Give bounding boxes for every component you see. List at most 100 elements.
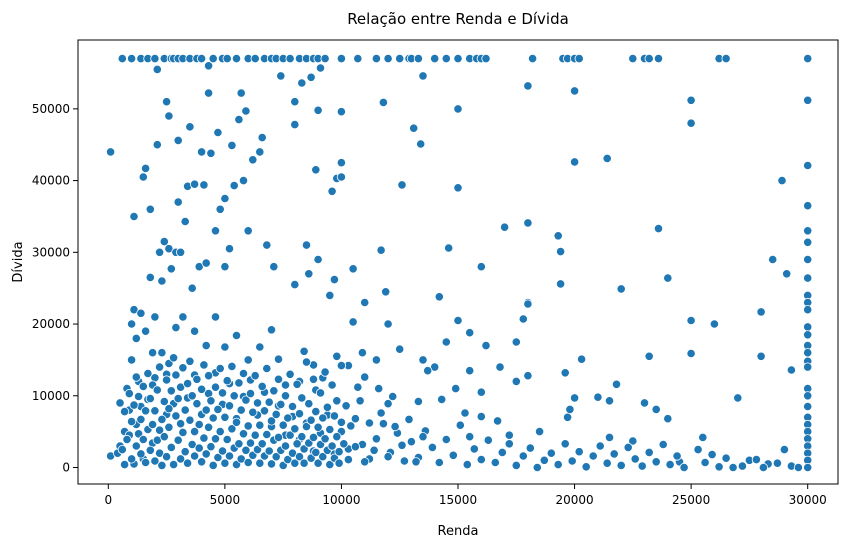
data-point: [413, 53, 423, 64]
data-point: [285, 369, 295, 379]
data-point: [630, 454, 640, 464]
data-point: [441, 53, 451, 64]
data-point: [208, 53, 218, 64]
data-point: [150, 53, 160, 64]
data-point: [700, 457, 710, 468]
data-point: [336, 107, 346, 117]
data-point: [569, 157, 580, 167]
data-point: [453, 104, 463, 114]
chart-title: Relação entre Renda e Dívida: [347, 10, 569, 28]
y-tick-label: 50000: [32, 102, 70, 116]
data-point: [334, 458, 344, 468]
data-point: [234, 115, 244, 125]
x-tick-label: 10000: [322, 493, 360, 507]
data-point: [388, 391, 398, 402]
data-point: [406, 437, 416, 447]
data-point: [255, 342, 265, 352]
data-point: [241, 106, 251, 116]
data-point: [157, 414, 167, 424]
data-point: [164, 111, 174, 121]
data-point: [313, 458, 323, 468]
data-point: [339, 439, 349, 449]
data-point: [686, 315, 696, 326]
data-point: [250, 430, 260, 440]
data-point: [574, 447, 584, 457]
data-point: [803, 226, 813, 236]
data-point: [120, 459, 130, 470]
data-point: [639, 398, 650, 408]
data-point: [255, 458, 265, 468]
data-point: [152, 385, 162, 395]
data-point: [383, 399, 393, 409]
data-point: [278, 420, 288, 430]
data-point: [131, 333, 141, 343]
data-points: [106, 53, 813, 473]
data-point: [574, 53, 584, 64]
data-point: [698, 432, 708, 442]
data-point: [238, 429, 249, 439]
data-point: [271, 409, 281, 419]
data-point: [779, 444, 790, 455]
data-point: [127, 355, 137, 365]
data-point: [453, 315, 463, 326]
data-point: [611, 379, 622, 389]
data-point: [201, 405, 211, 415]
data-point: [173, 135, 183, 145]
data-point: [199, 180, 209, 190]
data-point: [567, 456, 577, 466]
data-point: [325, 424, 335, 435]
data-point: [658, 439, 668, 450]
data-point: [176, 247, 186, 257]
data-point: [304, 269, 314, 279]
data-point: [292, 379, 302, 389]
data-point: [332, 396, 342, 406]
data-point: [602, 153, 612, 163]
data-point: [157, 276, 167, 286]
data-point: [138, 434, 148, 445]
data-point: [371, 355, 381, 365]
data-point: [180, 405, 190, 415]
data-point: [348, 317, 358, 327]
data-point: [269, 262, 279, 272]
data-point: [357, 348, 367, 358]
y-tick-label: 20000: [32, 317, 70, 331]
data-point: [199, 360, 209, 370]
data-point: [162, 452, 172, 462]
data-point: [476, 387, 486, 397]
data-point: [148, 419, 158, 430]
data-point: [220, 458, 230, 468]
data-point: [180, 447, 190, 457]
data-point: [409, 123, 419, 133]
data-point: [803, 322, 813, 332]
data-point: [803, 305, 813, 315]
data-point: [204, 88, 214, 98]
data-point: [187, 283, 197, 293]
data-point: [397, 440, 407, 450]
data-point: [308, 432, 319, 442]
data-point: [651, 457, 661, 467]
data-point: [318, 452, 328, 462]
data-point: [465, 432, 475, 442]
data-point: [169, 459, 179, 470]
data-point: [192, 374, 202, 384]
data-point: [576, 354, 587, 364]
data-point: [562, 412, 573, 422]
data-point: [145, 204, 155, 214]
data-point: [758, 462, 769, 473]
data-point: [266, 459, 277, 469]
data-point: [311, 165, 321, 175]
data-point: [539, 455, 549, 465]
data-point: [628, 436, 638, 446]
data-point: [141, 326, 151, 336]
data-point: [497, 447, 507, 457]
data-point: [241, 445, 251, 455]
x-axis-ticks: 0 5000 10000 15000 20000 25000 30000: [104, 484, 827, 507]
data-point: [248, 407, 258, 417]
data-point: [243, 226, 253, 236]
data-point: [127, 416, 137, 427]
data-point: [327, 380, 337, 390]
data-point: [714, 462, 724, 472]
x-tick-label: 5000: [210, 493, 241, 507]
data-point: [336, 172, 346, 182]
data-point: [313, 422, 323, 432]
